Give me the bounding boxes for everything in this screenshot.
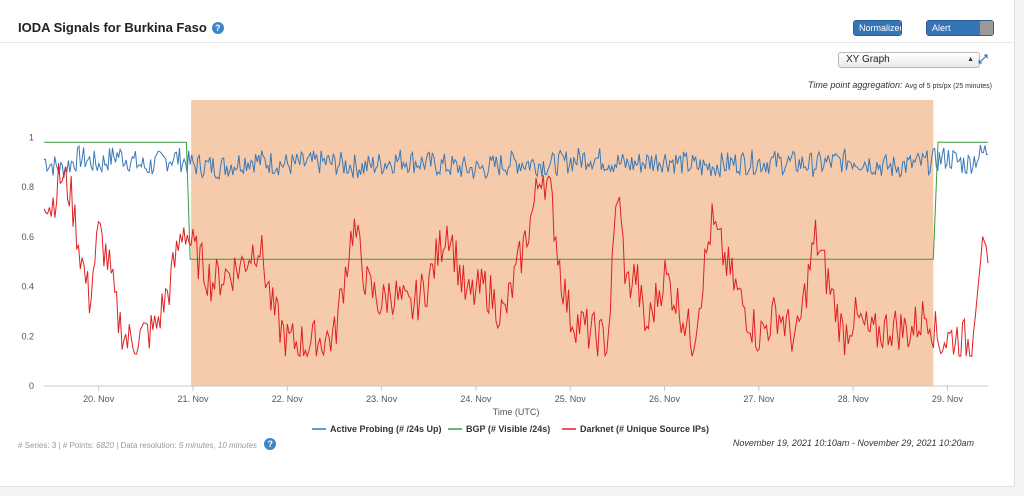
help-icon[interactable]: ?: [211, 22, 224, 34]
graph-type-value: XY Graph: [846, 54, 890, 65]
select-caret-icon: ▲: [967, 56, 974, 63]
y-tick-label: 0: [29, 381, 34, 391]
x-tick-label: 24. Nov: [460, 394, 492, 404]
x-tick-label: 28. Nov: [838, 394, 870, 404]
alert-bands-toggle[interactable]: Alert Bands: [926, 20, 994, 36]
series-line-active: [43, 144, 989, 181]
y-tick-label: 0.4: [21, 282, 34, 292]
resolution-label: Data resolution:: [120, 441, 177, 450]
info-icon[interactable]: ?: [264, 438, 277, 450]
panel-header: IODA Signals for Burkina Faso? Normalize…: [0, 0, 1014, 43]
normalized-toggle[interactable]: Normalized: [853, 20, 902, 36]
normalized-label: Normalized: [854, 21, 901, 35]
xy-chart: 0 0.2 0.4 0.6 0.8 1 20. Nov 21. Nov 22. Nov 23. …: [21, 100, 989, 434]
y-tick-label: 1: [29, 132, 34, 142]
x-axis-title: Time (UTC): [493, 407, 540, 417]
aggregation-info: Time point aggregation: Avg of 5 pts/px …: [808, 80, 992, 90]
series-count: 3: [51, 441, 57, 450]
series-line-bgp: [44, 141, 988, 260]
points-label: # Points:: [62, 441, 94, 450]
graph-type-select[interactable]: XY Graph ▲: [838, 52, 980, 68]
x-tick-label: 29. Nov: [932, 394, 964, 404]
x-axis-ticks: 20. Nov 21. Nov 22. Nov 23. Nov 24. Nov 25. N…: [83, 386, 963, 404]
y-tick-label: 0.8: [21, 182, 34, 192]
fullscreen-icon[interactable]: ⤢: [978, 52, 988, 66]
alert-bands-switch[interactable]: [980, 21, 993, 35]
outage-band: [191, 100, 934, 386]
points-count: 6820: [96, 441, 114, 450]
x-tick-label: 21. Nov: [177, 394, 209, 404]
x-tick-label: 22. Nov: [272, 394, 304, 404]
legend: Active Probing (# /24s Up) BGP (# Visible…: [312, 424, 709, 434]
x-tick-label: 20. Nov: [83, 394, 115, 404]
legend-label-darknet: Darknet (# Unique Source IPs): [580, 424, 709, 434]
page-title: IODA Signals for Burkina Faso: [18, 20, 207, 35]
signals-panel: IODA Signals for Burkina Faso? Normalize…: [0, 0, 1015, 487]
date-range: November 19, 2021 10:10am - November 29,…: [732, 438, 974, 448]
x-tick-label: 25. Nov: [555, 394, 587, 404]
x-tick-label: 27. Nov: [743, 394, 775, 404]
resolution-value: 5 minutes, 10 minutes: [178, 441, 258, 450]
series-label: # Series:: [18, 441, 50, 450]
legend-label-active: Active Probing (# /24s Up): [330, 424, 442, 434]
x-tick-label: 23. Nov: [366, 394, 398, 404]
aggregation-label: Time point aggregation:: [807, 80, 903, 90]
y-tick-label: 0.2: [21, 331, 34, 341]
x-tick-label: 26. Nov: [649, 394, 681, 404]
legend-label-bgp: BGP (# Visible /24s): [466, 424, 550, 434]
series-lines: [43, 141, 989, 358]
y-axis-ticks: 0 0.2 0.4 0.6 0.8 1: [21, 132, 34, 391]
footer-stats: # Series: 3 | # Points: 6820 | Data reso…: [18, 438, 277, 450]
y-tick-label: 0.6: [21, 232, 34, 242]
aggregation-value: Avg of 5 pts/px (25 minutes): [904, 83, 992, 90]
panel-title: IODA Signals for Burkina Faso?: [18, 20, 224, 35]
alert-bands-label: Alert Bands: [927, 21, 981, 35]
series-line-darknet: [43, 163, 989, 358]
